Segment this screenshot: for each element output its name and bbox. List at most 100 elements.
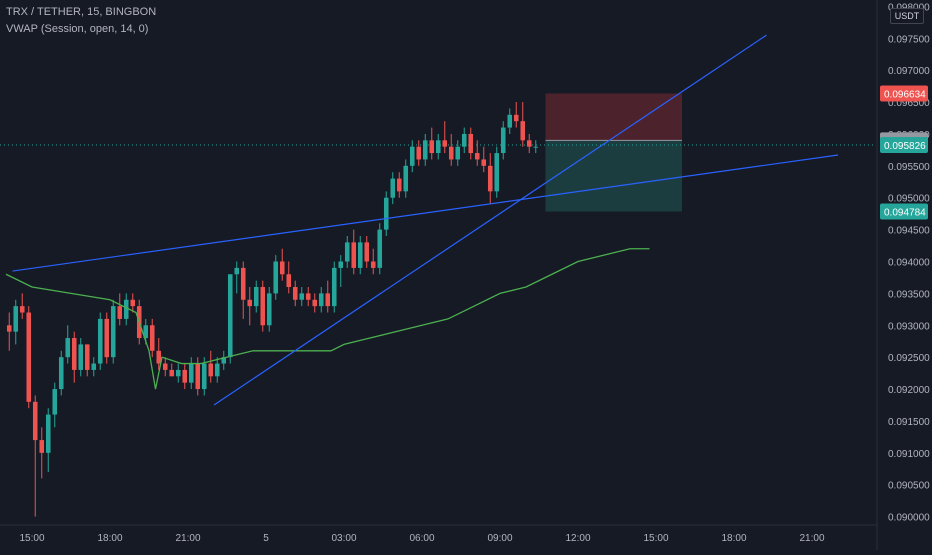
y-tick-label: 0.090500 — [888, 481, 930, 492]
candle-44 — [292, 280, 298, 307]
candle-68 — [448, 133, 454, 166]
candle-body — [520, 121, 526, 141]
candle-body — [97, 318, 103, 364]
candle-body — [429, 140, 435, 154]
candle-79 — [520, 102, 526, 147]
candle-body — [312, 299, 318, 307]
time-axis[interactable]: 15:00 18:00 21:00 5 03:00 06:00 09:00 12:00 15:0… — [0, 524, 877, 544]
candle-body — [526, 140, 532, 147]
price-tag-bg — [880, 85, 928, 102]
candle-body — [71, 338, 77, 370]
x-tick-label: 21:00 — [175, 533, 200, 544]
x-tick-label: 18:00 — [721, 533, 746, 544]
candle-body — [65, 338, 71, 358]
candle-9 — [65, 325, 71, 364]
candle-body — [318, 293, 324, 307]
candle-32 — [214, 357, 220, 383]
candle-61 — [403, 159, 409, 198]
price-tag-text: 0.096634 — [884, 90, 926, 101]
take-profit-zone — [545, 140, 682, 212]
candle-17 — [117, 293, 123, 326]
currency-label[interactable]: USDT — [890, 8, 924, 24]
x-tick-label: 12:00 — [565, 533, 590, 544]
candle-body — [455, 146, 461, 160]
candle-body — [507, 114, 513, 128]
candle-body — [130, 299, 136, 307]
x-tick-label: 03:00 — [331, 533, 356, 544]
candle-body — [513, 114, 519, 122]
candle-body — [364, 242, 370, 262]
price-tag: 0.095826 — [880, 137, 928, 154]
candle-body — [351, 242, 357, 268]
candle-body — [104, 318, 110, 358]
candle-body — [468, 133, 474, 154]
candle-63 — [416, 140, 422, 166]
trendlines — [12, 34, 839, 406]
candle-16 — [110, 299, 116, 364]
price-tag-bg — [880, 203, 928, 220]
candle-45 — [299, 287, 305, 307]
candle-body — [26, 312, 32, 402]
candle-71 — [468, 127, 474, 160]
candle-body — [123, 299, 129, 319]
candle-24 — [162, 357, 168, 377]
price-tag-text: 0.095826 — [884, 141, 926, 152]
candle-81 — [533, 140, 539, 154]
price-tag: 0.096634 — [880, 85, 928, 102]
candle-72 — [474, 140, 480, 166]
candle-body — [91, 363, 97, 370]
y-tick-label: 0.095000 — [888, 194, 930, 205]
x-tick-label: 15:00 — [643, 533, 668, 544]
candle-body — [162, 363, 168, 370]
candle-body — [58, 357, 64, 390]
candle-54 — [357, 235, 363, 275]
candle-body — [240, 267, 246, 300]
y-tick-label: 0.097000 — [888, 66, 930, 77]
symbol-title[interactable]: TRX / TETHER, 15, BINGBON — [6, 6, 157, 18]
candle-body — [208, 363, 214, 377]
candle-38 — [253, 280, 259, 313]
candle-41 — [273, 255, 279, 300]
legend: TRX / TETHER, 15, BINGBON VWAP (Session,… — [6, 4, 156, 38]
candle-0 — [6, 312, 12, 351]
candle-body — [409, 146, 415, 166]
x-tick-label: 5 — [263, 533, 269, 544]
candle-50 — [331, 261, 337, 313]
candle-69 — [455, 140, 461, 166]
candle-body — [110, 306, 116, 358]
candle-6 — [45, 408, 51, 472]
candle-body — [299, 293, 305, 300]
x-tick-label: 06:00 — [409, 533, 434, 544]
candle-body — [78, 344, 84, 370]
candle-10 — [71, 331, 77, 383]
candle-48 — [318, 287, 324, 313]
x-tick-label: 09:00 — [487, 533, 512, 544]
candle-body — [338, 261, 344, 268]
candle-80 — [526, 133, 532, 154]
candle-2 — [19, 293, 25, 319]
candle-58 — [383, 191, 389, 236]
candle-body — [260, 287, 266, 326]
candle-body — [52, 389, 58, 415]
candle-body — [13, 306, 19, 332]
x-tick-label: 18:00 — [97, 533, 122, 544]
y-tick-label: 0.091000 — [888, 449, 930, 460]
y-tick-label: 0.091500 — [888, 417, 930, 428]
candle-body — [286, 274, 292, 288]
candle-40 — [266, 287, 272, 332]
price-tag-text: 0.094784 — [884, 207, 926, 218]
indicator-title[interactable]: VWAP (Session, open, 14, 0) — [6, 23, 149, 35]
candle-body — [221, 357, 227, 364]
candle-12 — [84, 344, 90, 377]
candle-body — [273, 261, 279, 294]
candle-56 — [370, 248, 376, 275]
trendline-1 — [213, 34, 767, 406]
candle-body — [175, 369, 181, 377]
price-axis[interactable]: 0.0980000.0975000.0970000.0965000.096000… — [876, 0, 930, 550]
candle-34 — [227, 274, 233, 364]
candle-body — [84, 344, 90, 370]
candle-body — [234, 267, 240, 275]
candle-67 — [442, 121, 448, 154]
